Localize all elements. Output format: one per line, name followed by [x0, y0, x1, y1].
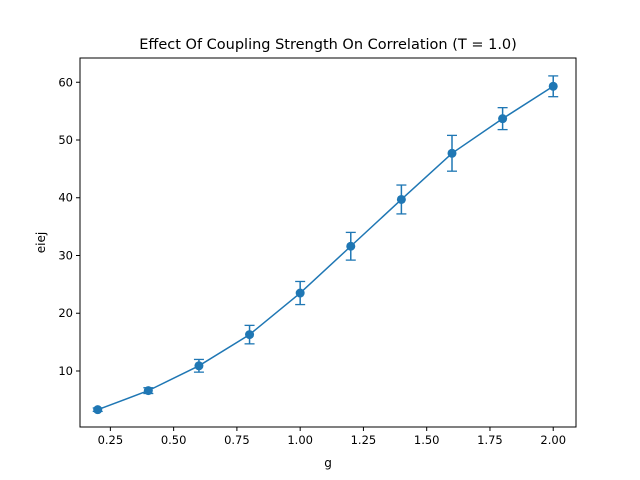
plot-area: 0.25 0.50 0.75 1.00 1.25 1.50 1.75 2.00 10 20 30 40… [58, 75, 566, 447]
x-tick-label: 0.75 [224, 433, 250, 447]
y-axis-label: eiej [34, 232, 48, 253]
x-tick-label: 1.75 [477, 433, 503, 447]
y-tick-label: 40 [58, 191, 73, 205]
data-point [447, 148, 457, 158]
y-tick-label: 60 [58, 75, 73, 89]
x-tick-label: 1.50 [414, 433, 440, 447]
x-tick-label: 0.50 [161, 433, 187, 447]
x-tick-label: 0.25 [98, 433, 124, 447]
x-tick-label: 1.25 [351, 433, 377, 447]
y-tick-label: 50 [58, 133, 73, 147]
data-point [346, 241, 356, 251]
y-tick-label: 10 [58, 364, 73, 378]
data-point [498, 114, 508, 124]
data-point [194, 361, 204, 371]
y-tick-label: 20 [58, 306, 73, 320]
data-point [295, 288, 305, 298]
chart-title: Effect Of Coupling Strength On Correlati… [139, 37, 517, 53]
data-point [396, 194, 406, 204]
data-point [143, 386, 153, 396]
data-point [93, 405, 103, 415]
axes-frame [79, 57, 577, 428]
series-line [97, 85, 554, 411]
data-point [548, 81, 558, 91]
x-tick-label: 2.00 [540, 433, 566, 447]
data-point [245, 330, 255, 340]
y-tick-label: 30 [58, 248, 73, 262]
x-tick-label: 1.00 [287, 433, 313, 447]
x-axis-label: g [324, 456, 332, 470]
